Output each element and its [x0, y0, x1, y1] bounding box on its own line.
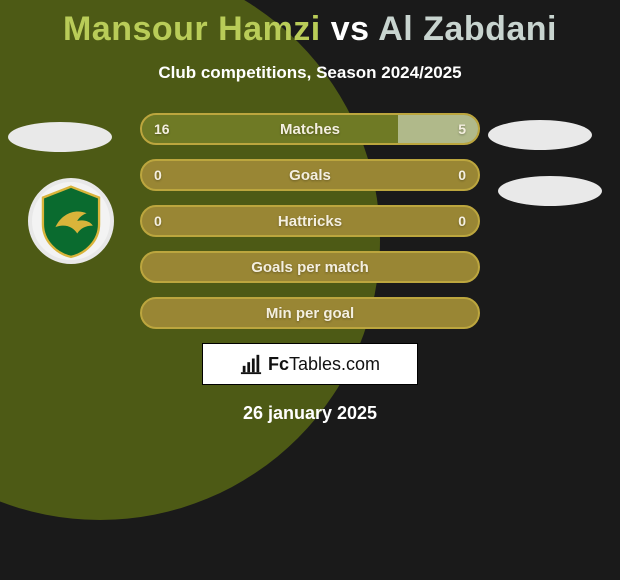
placeholder-ellipse — [488, 120, 592, 150]
placeholder-ellipse — [498, 176, 602, 206]
content-wrapper: Mansour Hamzi vs Al Zabdani Club competi… — [0, 0, 620, 424]
comparison-row: Min per goal — [140, 297, 480, 329]
title-vs: vs — [331, 10, 370, 48]
row-label: Min per goal — [142, 299, 478, 327]
row-label: Hattricks — [142, 207, 478, 235]
row-label: Matches — [142, 115, 478, 143]
row-label: Goals — [142, 161, 478, 189]
branding-suffix: Tables.com — [289, 354, 380, 374]
title-right: Al Zabdani — [378, 10, 557, 48]
comparison-row: 0Goals0 — [140, 159, 480, 191]
snapshot-date: 26 january 2025 — [0, 403, 620, 424]
branding-prefix: Fc — [268, 354, 289, 374]
comparison-row: 0Hattricks0 — [140, 205, 480, 237]
page-title: Mansour Hamzi vs Al Zabdani — [0, 0, 620, 49]
comparison-row: 16Matches5 — [140, 113, 480, 145]
row-value-right: 0 — [458, 161, 466, 189]
comparison-row: Goals per match — [140, 251, 480, 283]
bar-chart-icon — [240, 353, 262, 375]
row-label: Goals per match — [142, 253, 478, 281]
row-value-right: 5 — [458, 115, 466, 143]
branding-text: FcTables.com — [268, 354, 380, 375]
row-value-right: 0 — [458, 207, 466, 235]
club-crest — [28, 178, 114, 264]
branding-badge: FcTables.com — [202, 343, 418, 385]
subtitle: Club competitions, Season 2024/2025 — [0, 63, 620, 83]
title-left: Mansour Hamzi — [63, 10, 321, 48]
crest-icon — [32, 182, 110, 260]
placeholder-ellipse — [8, 122, 112, 152]
